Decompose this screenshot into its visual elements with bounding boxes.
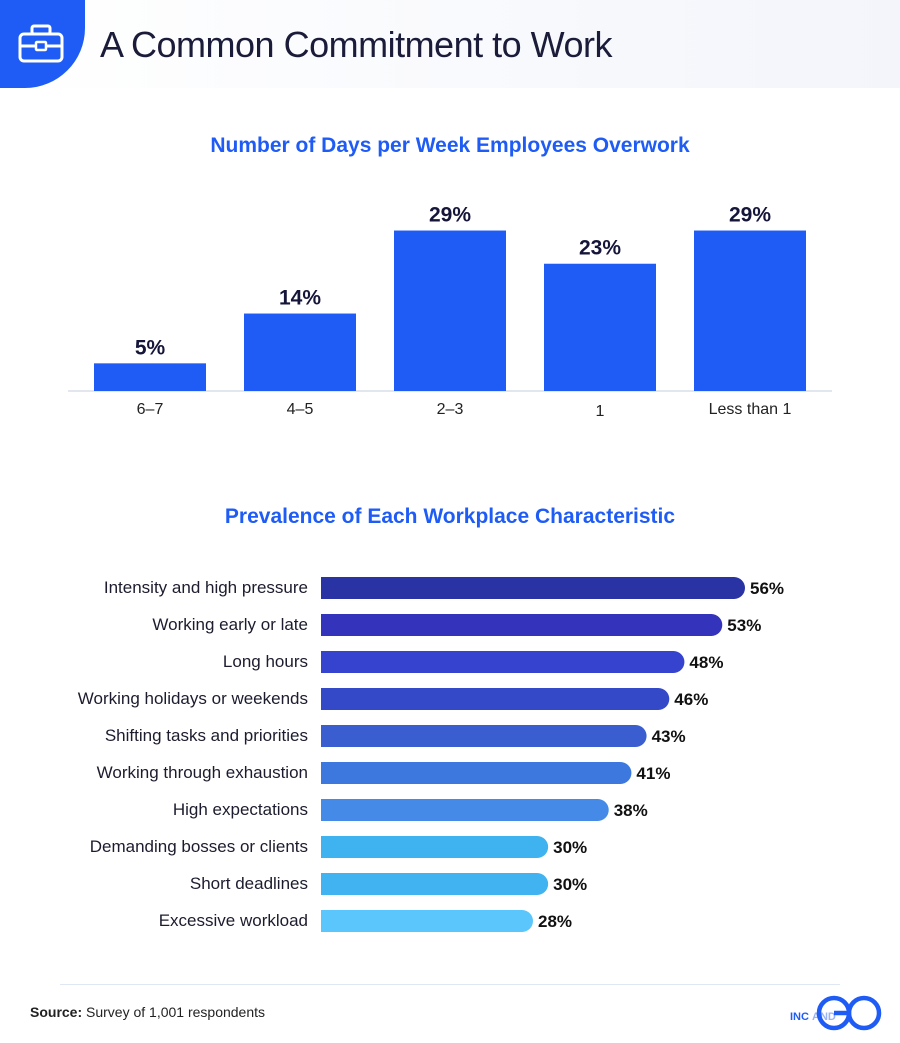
- hbar-value-label-2: 48%: [689, 653, 723, 672]
- hbar-category-label-5: Working through exhaustion: [97, 763, 308, 782]
- hbar-left-edge-7: [321, 836, 333, 858]
- hbar-category-label-8: Short deadlines: [190, 874, 308, 893]
- hbar-9: [321, 910, 533, 932]
- bar-0: [94, 363, 206, 391]
- bar-2: [394, 230, 506, 391]
- bar-1: [244, 313, 356, 391]
- hbar-0: [321, 577, 745, 599]
- hbar-left-edge-8: [321, 873, 333, 895]
- source-text: Survey of 1,001 respondents: [82, 1004, 266, 1020]
- hbar-value-label-6: 38%: [614, 801, 648, 820]
- hbar-left-edge-4: [321, 725, 333, 747]
- category-label-4: Less than 1: [709, 401, 792, 418]
- bar-chart-title: Number of Days per Week Employees Overwo…: [210, 134, 690, 157]
- bar-value-label-1: 14%: [279, 287, 321, 310]
- hbar-left-edge-5: [321, 762, 333, 784]
- hbar-value-label-8: 30%: [553, 875, 587, 894]
- footer-divider: [60, 984, 840, 985]
- category-label-1: 4–5: [287, 401, 314, 418]
- hbar-chart-title: Prevalence of Each Workplace Characteris…: [224, 505, 676, 528]
- hbar-left-edge-3: [321, 688, 333, 710]
- hbar-value-label-4: 43%: [652, 727, 686, 746]
- hbar-left-edge-1: [321, 614, 333, 636]
- svg-text:INC: INC: [790, 1011, 809, 1023]
- hbar-3: [321, 688, 670, 710]
- hbar-category-label-1: Working early or late: [152, 615, 308, 634]
- hbar-left-edge-6: [321, 799, 333, 821]
- hbar-left-edge-9: [321, 910, 333, 932]
- source-label: Source:: [30, 1004, 83, 1020]
- hbar-value-label-5: 41%: [636, 764, 670, 783]
- header-badge: [0, 0, 85, 88]
- hbar-value-label-3: 46%: [674, 690, 708, 709]
- hbar-value-label-7: 30%: [553, 838, 587, 857]
- category-label-3: 1: [596, 403, 605, 420]
- days-overwork-bar-chart: 5% 6–7 14% 4–5 29% 2–3 23% 1 29% Less than 1: [68, 204, 832, 420]
- hbar-category-label-9: Excessive workload: [159, 911, 308, 930]
- hbar-6: [321, 799, 609, 821]
- hbar-value-label-0: 56%: [750, 579, 784, 598]
- hbar-2: [321, 651, 685, 673]
- bar-value-label-4: 29%: [729, 204, 771, 227]
- hbar-category-label-0: Intensity and high pressure: [104, 578, 308, 597]
- bar-4: [694, 230, 806, 391]
- hbar-left-edge-0: [321, 577, 333, 599]
- hbar-value-label-9: 28%: [538, 912, 572, 931]
- header-bar: A Common Commitment to Work: [0, 0, 900, 88]
- briefcase-icon: [18, 24, 64, 63]
- source-note: Source: Survey of 1,001 respondents: [30, 1004, 265, 1020]
- hbar-7: [321, 836, 549, 858]
- hbar-category-label-2: Long hours: [223, 652, 308, 671]
- category-label-0: 6–7: [137, 401, 164, 418]
- page-title: A Common Commitment to Work: [100, 24, 612, 65]
- hbar-1: [321, 614, 723, 636]
- bar-value-label-3: 23%: [579, 237, 621, 260]
- hbar-category-label-7: Demanding bosses or clients: [90, 837, 308, 856]
- incandgo-logo: INC AND: [790, 995, 882, 1031]
- hbar-category-label-4: Shifting tasks and priorities: [105, 726, 308, 745]
- hbar-left-edge-2: [321, 651, 333, 673]
- hbar-category-label-6: High expectations: [173, 800, 308, 819]
- workplace-characteristic-bar-chart: Intensity and high pressure 56% Working ea…: [78, 577, 784, 932]
- hbar-5: [321, 762, 632, 784]
- bar-value-label-0: 5%: [135, 336, 166, 359]
- hbar-value-label-1: 53%: [727, 616, 761, 635]
- hbar-8: [321, 873, 549, 895]
- category-label-2: 2–3: [437, 401, 464, 418]
- hbar-4: [321, 725, 647, 747]
- bar-3: [544, 263, 656, 391]
- bar-value-label-2: 29%: [429, 204, 471, 227]
- hbar-category-label-3: Working holidays or weekends: [78, 689, 308, 708]
